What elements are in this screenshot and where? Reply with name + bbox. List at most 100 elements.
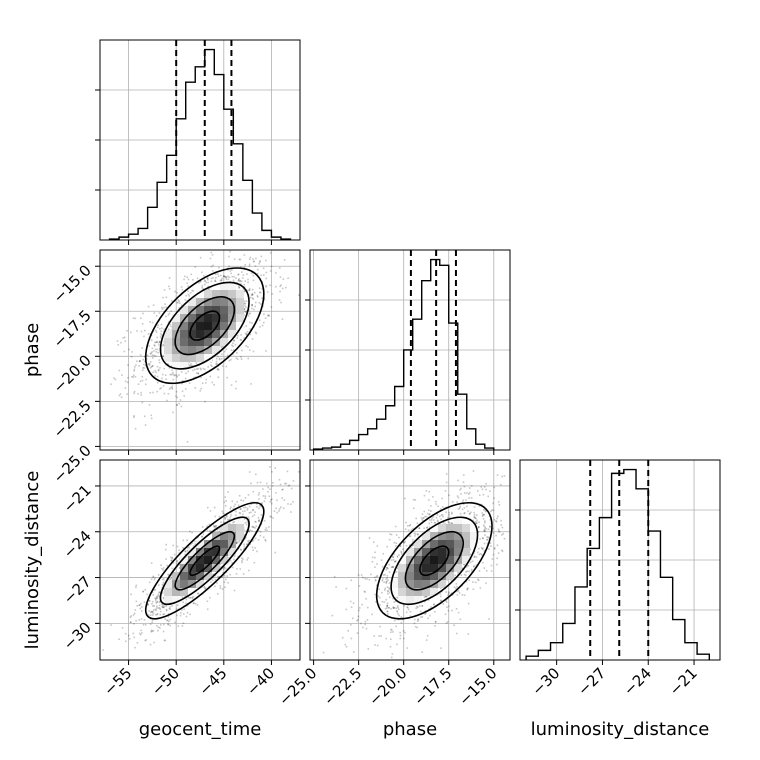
scatter-point xyxy=(233,558,235,561)
scatter-point xyxy=(484,521,486,524)
scatter-point xyxy=(258,492,261,494)
scatter-point xyxy=(404,540,407,543)
scatter-point xyxy=(182,539,185,542)
scatter-point xyxy=(254,520,256,523)
scatter-point xyxy=(123,350,126,353)
scatter-point xyxy=(163,623,165,626)
scatter-point xyxy=(238,258,241,261)
scatter-point xyxy=(121,626,124,629)
scatter-point xyxy=(166,363,169,365)
scatter-point xyxy=(416,626,418,629)
scatter-point xyxy=(473,513,476,516)
density-cell xyxy=(236,290,244,298)
scatter-point xyxy=(271,471,273,473)
scatter-point xyxy=(333,575,336,578)
x-axis-label-phase: phase xyxy=(383,719,437,740)
scatter-point xyxy=(176,560,178,563)
scatter-point xyxy=(243,302,246,305)
scatter-point xyxy=(151,321,154,324)
density-cell xyxy=(414,564,422,572)
scatter-point xyxy=(408,535,411,537)
scatter-point xyxy=(258,287,261,289)
scatter-point xyxy=(239,258,242,261)
scatter-point xyxy=(201,285,204,287)
scatter-point xyxy=(151,600,154,603)
scatter-point xyxy=(184,553,187,556)
scatter-point xyxy=(169,608,171,610)
scatter-point xyxy=(444,613,447,616)
scatter-point xyxy=(135,364,137,366)
density-cell xyxy=(462,532,470,540)
scatter-point xyxy=(488,548,490,550)
scatter-point xyxy=(130,615,132,617)
scatter-point xyxy=(496,474,499,476)
scatter-point xyxy=(169,373,172,376)
scatter-point xyxy=(440,518,442,521)
scatter-point xyxy=(236,568,238,570)
scatter-point xyxy=(219,563,222,566)
scatter-point xyxy=(167,328,170,331)
scatter-point xyxy=(489,518,492,521)
scatter-point xyxy=(463,512,466,514)
scatter-point xyxy=(398,614,400,617)
scatter-point xyxy=(210,581,212,583)
scatter-point xyxy=(254,527,256,529)
scatter-point xyxy=(251,530,253,532)
scatter-point xyxy=(192,369,194,372)
density-cell xyxy=(204,330,212,338)
scatter-point xyxy=(264,538,266,541)
scatter-point xyxy=(134,317,137,320)
scatter-point xyxy=(139,602,142,605)
scatter-point xyxy=(162,630,165,633)
density-cell xyxy=(446,572,454,580)
scatter-point xyxy=(406,525,409,527)
scatter-point xyxy=(159,328,161,330)
scatter-point xyxy=(245,310,247,313)
density-cell xyxy=(406,556,414,564)
density-cell xyxy=(204,290,212,298)
density-cell xyxy=(422,556,430,564)
scatter-point xyxy=(484,520,486,522)
scatter-point xyxy=(151,339,153,342)
scatter-point xyxy=(259,481,262,484)
scatter-point xyxy=(485,488,487,491)
scatter-point xyxy=(272,481,274,484)
scatter-point xyxy=(230,272,232,275)
scatter-point xyxy=(230,384,233,386)
panel-frame xyxy=(309,249,511,451)
scatter-point xyxy=(201,535,203,538)
scatter-point xyxy=(350,579,352,582)
scatter-point xyxy=(127,634,130,637)
scatter-point xyxy=(382,574,385,576)
scatter-point xyxy=(178,307,181,309)
scatter-point xyxy=(265,284,268,287)
scatter-point xyxy=(233,505,235,508)
scatter-point xyxy=(157,574,160,576)
scatter-point xyxy=(204,280,206,282)
scatter-point xyxy=(224,517,227,519)
scatter-point xyxy=(232,507,235,510)
scatter-point xyxy=(252,274,255,277)
scatter-point xyxy=(283,259,286,261)
scatter-point xyxy=(186,539,188,542)
scatter-point xyxy=(131,351,133,353)
scatter-point xyxy=(216,362,218,365)
scatter-point xyxy=(288,484,291,487)
scatter-point xyxy=(203,274,205,277)
scatter-point xyxy=(135,584,138,587)
scatter-point xyxy=(275,492,277,494)
scatter-point xyxy=(222,512,225,515)
scatter-point xyxy=(201,382,204,384)
scatter-point xyxy=(135,586,137,589)
density-cell xyxy=(188,354,196,362)
scatter-point xyxy=(209,510,212,512)
scatter-point xyxy=(454,574,456,577)
scatter-point xyxy=(265,271,268,274)
scatter-point xyxy=(280,284,282,286)
scatter-point xyxy=(145,378,147,381)
y-tick-label: −15.0 xyxy=(50,261,95,306)
scatter-point xyxy=(151,614,154,616)
scatter-point xyxy=(137,392,139,395)
scatter-point xyxy=(247,494,250,496)
scatter-point xyxy=(403,637,405,640)
